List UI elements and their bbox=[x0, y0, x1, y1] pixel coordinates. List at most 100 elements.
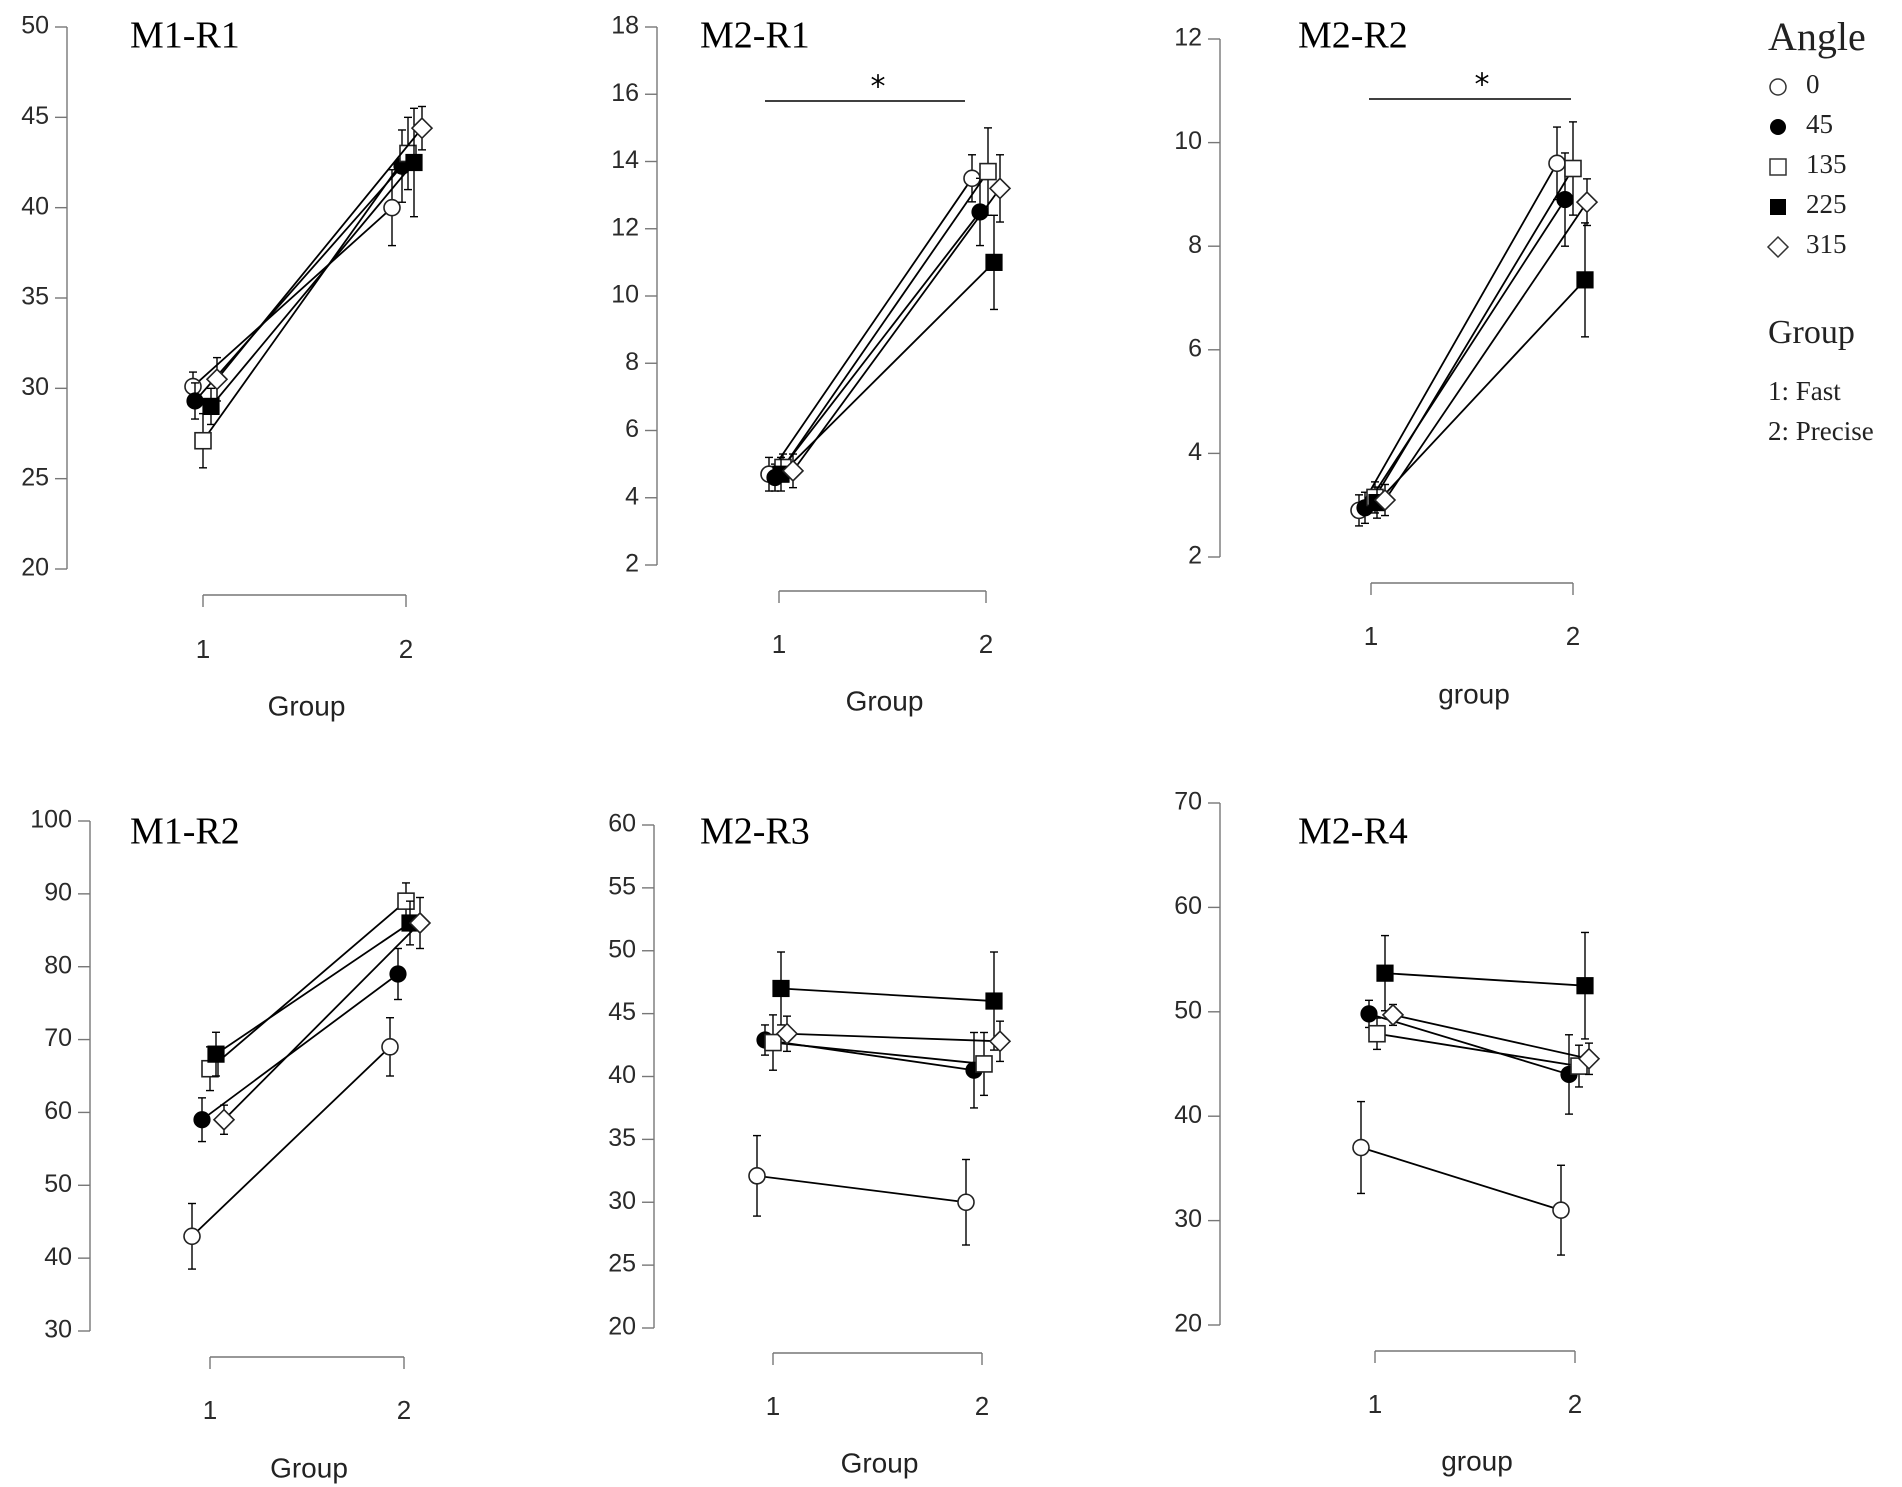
series-315 bbox=[212, 896, 432, 1135]
data-point bbox=[405, 153, 423, 172]
legend-entry-label: 315 bbox=[1806, 229, 1847, 259]
data-point bbox=[985, 992, 1003, 1010]
x-tick-label: 2 bbox=[399, 634, 413, 664]
y-tick-label: 50 bbox=[1174, 996, 1202, 1024]
y-tick-label: 55 bbox=[608, 872, 636, 900]
data-point bbox=[193, 1111, 211, 1129]
data-point bbox=[772, 979, 790, 998]
data-point bbox=[202, 397, 220, 415]
panel-m1-r1: M1-R1 20 25 30 35 40 45 50 1 2 Group bbox=[21, 12, 434, 721]
series-line bbox=[792, 187, 1001, 472]
x-axis-label: Group bbox=[846, 685, 924, 716]
y-tick-label: 40 bbox=[21, 192, 49, 220]
series-225 bbox=[1376, 931, 1594, 1040]
legend-entry-0: 0 bbox=[1769, 69, 1820, 99]
series-line bbox=[210, 161, 415, 407]
series-0 bbox=[184, 169, 401, 402]
legend-entry-label: 135 bbox=[1806, 149, 1847, 179]
data-point bbox=[1556, 190, 1574, 209]
series-135 bbox=[1368, 1017, 1588, 1088]
x-axis-label: Group bbox=[270, 1452, 348, 1483]
data-point bbox=[408, 911, 432, 935]
y-tick-label: 35 bbox=[608, 1124, 636, 1152]
data-point bbox=[212, 1108, 236, 1131]
x-tick-label: 1 bbox=[196, 634, 210, 664]
data-point bbox=[383, 198, 401, 217]
series-line bbox=[782, 171, 989, 469]
y-tick-label: 30 bbox=[44, 1316, 72, 1344]
y-tick-label: 4 bbox=[625, 482, 639, 510]
y-tick-label: 60 bbox=[44, 1097, 72, 1125]
series-line bbox=[201, 973, 399, 1121]
y-tick-label: 50 bbox=[608, 935, 636, 963]
y-tick-label: 6 bbox=[625, 415, 639, 443]
data-point bbox=[389, 965, 407, 983]
y-tick-label: 60 bbox=[608, 810, 636, 838]
y-tick-label: 60 bbox=[1174, 892, 1202, 920]
data-point bbox=[1360, 1005, 1378, 1023]
legend-entry-label: 225 bbox=[1806, 189, 1847, 219]
data-point bbox=[1381, 1003, 1405, 1027]
panel-title: M2-R2 bbox=[1298, 15, 1408, 57]
series-line bbox=[756, 1174, 967, 1204]
y-tick-label: 14 bbox=[611, 146, 639, 174]
legend-entry-45: 45 bbox=[1770, 109, 1833, 139]
y-tick-label: 10 bbox=[1174, 127, 1202, 155]
series-line bbox=[1376, 1032, 1580, 1067]
panel-m2-r4: M2-R4 20 30 40 50 60 70 1 2 group bbox=[1174, 788, 1601, 1476]
series-315 bbox=[1381, 1003, 1601, 1076]
data-point bbox=[988, 1030, 1012, 1053]
data-point bbox=[1352, 1138, 1370, 1157]
series-225 bbox=[772, 214, 1003, 492]
legend-entry-135: 135 bbox=[1769, 149, 1847, 179]
data-point bbox=[971, 203, 989, 221]
series-line bbox=[786, 1032, 1001, 1043]
series-line bbox=[194, 165, 403, 402]
data-point bbox=[988, 177, 1012, 200]
y-tick-label: 80 bbox=[44, 951, 72, 979]
x-tick-label: 2 bbox=[975, 1391, 989, 1421]
legend-group-item-1: 1: Fast bbox=[1768, 376, 1841, 406]
series-line bbox=[192, 206, 393, 388]
y-tick-label: 50 bbox=[21, 12, 49, 40]
y-tick-label: 30 bbox=[21, 373, 49, 401]
data-point bbox=[1548, 154, 1566, 173]
data-point bbox=[1577, 1047, 1601, 1070]
y-tick-label: 2 bbox=[625, 550, 639, 578]
y-tick-label: 20 bbox=[1174, 1310, 1202, 1338]
legend-entry-label: 0 bbox=[1806, 69, 1820, 99]
filled-square-icon bbox=[1770, 199, 1786, 215]
y-tick-label: 18 bbox=[611, 12, 639, 40]
data-point bbox=[205, 368, 229, 391]
x-tick-label: 1 bbox=[203, 1395, 217, 1425]
series-0 bbox=[760, 154, 981, 492]
y-tick-label: 40 bbox=[1174, 1101, 1202, 1129]
series-line bbox=[1368, 1013, 1570, 1076]
x-tick-label: 1 bbox=[1368, 1389, 1382, 1419]
y-tick-label: 12 bbox=[611, 213, 639, 241]
y-tick-label: 12 bbox=[1174, 24, 1202, 52]
data-point bbox=[748, 1167, 766, 1185]
series-0 bbox=[1352, 1100, 1570, 1256]
y-tick-label: 70 bbox=[44, 1024, 72, 1052]
significance-star: * bbox=[871, 70, 886, 105]
series-line bbox=[774, 211, 981, 479]
data-point bbox=[410, 117, 434, 140]
data-point bbox=[1376, 964, 1394, 982]
y-tick-label: 90 bbox=[44, 878, 72, 906]
panel-m2-r3: M2-R3 20 25 30 35 40 45 50 55 60 1 2 Group bbox=[608, 810, 1012, 1478]
data-point bbox=[979, 162, 997, 181]
data-point bbox=[1552, 1201, 1570, 1219]
series-0 bbox=[748, 1134, 975, 1246]
data-point bbox=[975, 1055, 993, 1073]
data-point bbox=[184, 377, 202, 396]
legend-entries: 0 45 135 225 315 bbox=[1766, 69, 1847, 259]
x-axis-label: Group bbox=[268, 690, 346, 721]
series-315 bbox=[781, 154, 1012, 489]
data-point bbox=[764, 1033, 782, 1052]
y-tick-label: 8 bbox=[625, 348, 639, 376]
data-point bbox=[183, 1227, 201, 1246]
y-tick-label: 25 bbox=[21, 463, 49, 491]
series-line bbox=[1360, 1146, 1562, 1212]
